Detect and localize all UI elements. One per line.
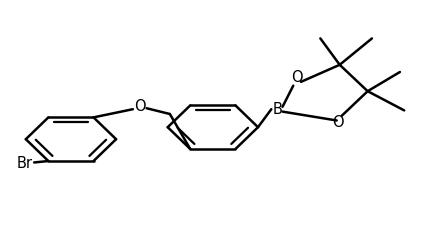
- Text: Br: Br: [17, 156, 33, 171]
- Text: O: O: [332, 115, 344, 130]
- Text: O: O: [134, 99, 146, 114]
- Text: O: O: [291, 70, 303, 85]
- Text: B: B: [273, 102, 282, 117]
